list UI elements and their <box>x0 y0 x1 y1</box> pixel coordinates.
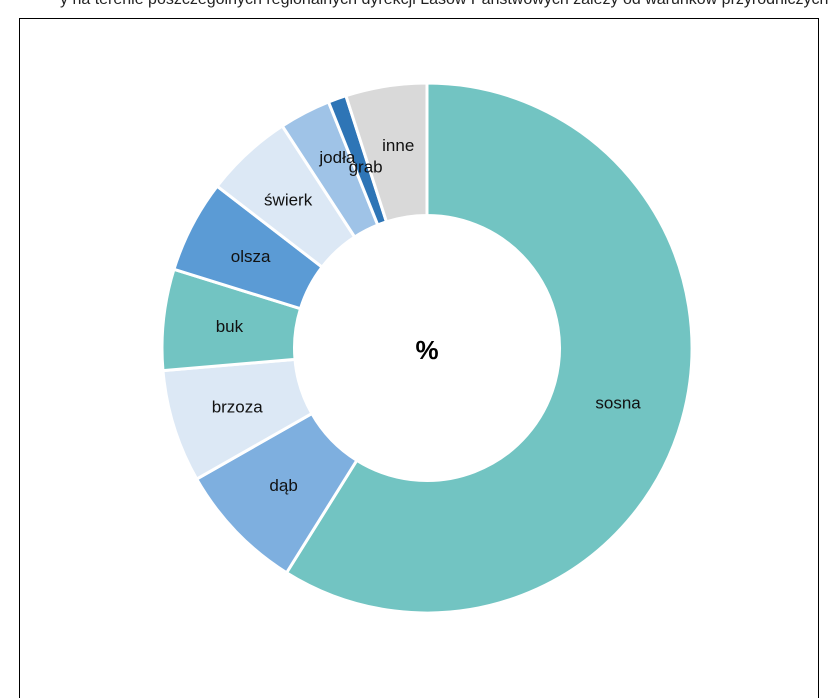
slice-label-buk: buk <box>216 317 244 336</box>
header-fragment: y na terenie poszczególnych regionalnych… <box>60 0 830 9</box>
chart-frame <box>19 18 819 698</box>
slice-inne <box>344 81 429 224</box>
slice-label-brzoza: brzoza <box>212 398 264 417</box>
slice-label-grab: grab <box>349 158 383 177</box>
top-cropped-text: y na terenie poszczególnych regionalnych… <box>0 0 830 14</box>
slice-label-świerk: świerk <box>264 190 313 209</box>
slice-label-inne: inne <box>382 136 414 155</box>
slice-label-olsza: olsza <box>231 247 271 266</box>
slice-label-sosna: sosna <box>595 393 641 412</box>
slice-sosna <box>284 81 694 615</box>
slice-label-jodła: jodła <box>318 148 355 167</box>
donut-slices <box>160 81 694 615</box>
slice-label-dąb: dąb <box>269 476 297 495</box>
center-label: % <box>415 335 438 365</box>
